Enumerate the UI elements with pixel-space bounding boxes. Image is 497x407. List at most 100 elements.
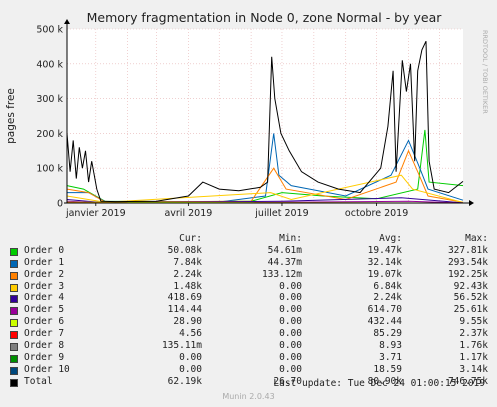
- y-tick-label: 500 k: [36, 25, 63, 36]
- legend-swatch: [10, 271, 18, 280]
- legend-min-value: 26.70: [273, 375, 302, 387]
- legend-swatch: [10, 319, 18, 328]
- x-tick-label: avril 2019: [164, 208, 212, 219]
- legend-max-value: 56.52k: [453, 292, 488, 304]
- legend-series-name: Order 6: [24, 316, 65, 328]
- legend-row: Order 3 1.48k 0.00 6.84k 92.43k: [10, 281, 490, 293]
- legend-max-value: 1.17k: [459, 351, 488, 363]
- x-tick-label: octobre 2019: [345, 208, 408, 219]
- legend-row: Order 5 114.44 0.00 614.70 25.61k: [10, 304, 490, 316]
- legend-max-value: 327.81k: [447, 244, 488, 256]
- legend-swatch: [10, 295, 18, 304]
- x-axis-arrow: [469, 200, 474, 206]
- chart-title: Memory fragmentation in Node 0, zone Nor…: [87, 10, 443, 25]
- legend-cur-value: 135.11m: [161, 340, 202, 352]
- legend-series-name: Order 0: [24, 244, 65, 256]
- legend-max-value: 1.76k: [459, 340, 488, 352]
- legend-header-min: Min:: [279, 233, 302, 244]
- legend-avg-value: 19.07k: [367, 268, 402, 280]
- legend-min-value: 0.00: [279, 280, 302, 292]
- munin-version: Munin 2.0.43: [222, 392, 275, 401]
- legend-row: Order 1 7.84k 44.37m 32.14k 293.54k: [10, 257, 490, 269]
- y-axis-label: pages free: [5, 88, 17, 144]
- legend-row: Order 8 135.11m 0.00 8.93 1.76k: [10, 340, 490, 352]
- legend-cur-value: 2.24k: [173, 268, 202, 280]
- legend-header: Cur: Min: Avg: Max:: [10, 233, 490, 245]
- legend-swatch: [10, 307, 18, 316]
- legend-row: Order 10 0.00 0.00 18.59 3.14k: [10, 364, 490, 376]
- legend-max-value: 92.43k: [453, 280, 488, 292]
- series-line-total: [66, 40, 464, 203]
- legend-avg-value: 85.29: [373, 328, 402, 340]
- legend-series-name: Order 7: [24, 328, 65, 340]
- legend-row: Order 2 2.24k 133.12m 19.07k 192.25k: [10, 269, 490, 281]
- y-tick-label: 200 k: [36, 129, 63, 140]
- legend-avg-value: 80.90k: [367, 375, 402, 387]
- legend-series-name: Order 10: [24, 363, 70, 375]
- legend-row: Order 4 418.69 0.00 2.24k 56.52k: [10, 292, 490, 304]
- legend-avg-value: 8.93: [379, 340, 402, 352]
- legend-row: Order 7 4.56 0.00 85.29 2.37k: [10, 328, 490, 340]
- legend-series-name: Order 8: [24, 340, 65, 352]
- legend-min-value: 44.37m: [267, 256, 302, 268]
- y-tick-label: 0: [57, 199, 63, 210]
- legend-avg-value: 432.44: [367, 316, 402, 328]
- legend-cur-value: 4.56: [179, 328, 202, 340]
- legend-max-value: 25.61k: [453, 304, 488, 316]
- legend-min-value: 133.12m: [261, 268, 302, 280]
- y-tick-label: 400 k: [36, 59, 63, 70]
- legend-min-value: 54.61m: [267, 244, 302, 256]
- legend-row: Order 6 28.90 0.00 432.44 9.55k: [10, 316, 490, 328]
- legend-series-name: Order 4: [24, 292, 65, 304]
- legend-cur-value: 0.00: [179, 351, 202, 363]
- legend-avg-value: 6.84k: [373, 280, 402, 292]
- legend-max-value: 3.14k: [459, 363, 488, 375]
- legend-swatch: [10, 354, 18, 363]
- legend-swatch: [10, 247, 18, 256]
- legend-swatch: [10, 378, 18, 387]
- legend-cur-value: 62.19k: [167, 375, 202, 387]
- legend-min-value: 0.00: [279, 340, 302, 352]
- legend-series-name: Total: [24, 375, 53, 387]
- plot-area: [67, 29, 463, 203]
- rrdtool-credit: RRDTOOL / TOBI OETIKER: [481, 30, 489, 114]
- legend-avg-value: 2.24k: [373, 292, 402, 304]
- legend: Cur: Min: Avg: Max: Order 0 50.08k 54.61m 1…: [10, 233, 490, 388]
- legend-row: Order 9 0.00 0.00 3.71 1.17k: [10, 352, 490, 364]
- legend-cur-value: 1.48k: [173, 280, 202, 292]
- legend-min-value: 0.00: [279, 351, 302, 363]
- legend-series-name: Order 2: [24, 268, 65, 280]
- legend-min-value: 0.00: [279, 292, 302, 304]
- legend-cur-value: 114.44: [167, 304, 202, 316]
- legend-cur-value: 0.00: [179, 363, 202, 375]
- legend-min-value: 0.00: [279, 304, 302, 316]
- legend-header-avg: Avg:: [379, 233, 402, 244]
- legend-series-name: Order 9: [24, 351, 65, 363]
- legend-swatch: [10, 366, 18, 375]
- legend-cur-value: 418.69: [167, 292, 202, 304]
- legend-avg-value: 3.71: [379, 351, 402, 363]
- legend-header-cur: Cur:: [179, 233, 202, 244]
- legend-max-value: 2.37k: [459, 328, 488, 340]
- legend-series-name: Order 1: [24, 256, 65, 268]
- legend-row: Total 62.19k 26.70 80.90k 746.75k: [10, 376, 490, 388]
- chart: 0 100 k 200 k 300 k 400 k 500 k janvier 2019 av…: [5, 10, 489, 219]
- legend-series-name: Order 5: [24, 304, 65, 316]
- legend-row: Order 0 50.08k 54.61m 19.47k 327.81k: [10, 245, 490, 257]
- legend-swatch: [10, 331, 18, 340]
- legend-min-value: 0.00: [279, 316, 302, 328]
- legend-swatch: [10, 283, 18, 292]
- legend-swatch: [10, 259, 18, 268]
- legend-avg-value: 18.59: [373, 363, 402, 375]
- legend-min-value: 0.00: [279, 363, 302, 375]
- x-tick-label: janvier 2019: [65, 208, 126, 219]
- legend-cur-value: 7.84k: [173, 256, 202, 268]
- legend-avg-value: 614.70: [367, 304, 402, 316]
- legend-max-value: 9.55k: [459, 316, 488, 328]
- legend-avg-value: 19.47k: [367, 244, 402, 256]
- series-line-order-4: [66, 197, 464, 204]
- y-axis-arrow: [64, 19, 70, 24]
- y-tick-label: 300 k: [36, 94, 63, 105]
- x-tick-label: juillet 2019: [254, 208, 308, 219]
- y-tick-label: 100 k: [36, 164, 63, 175]
